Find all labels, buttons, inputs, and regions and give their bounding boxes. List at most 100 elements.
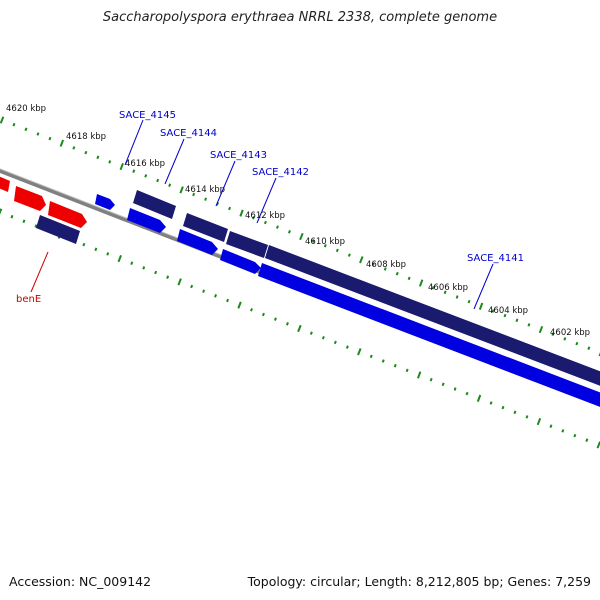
minor-tick xyxy=(491,309,495,313)
scale-label-4614: 4614 kbp xyxy=(185,185,225,195)
minor-tick xyxy=(585,438,589,442)
gene-label-sace-4144[interactable]: SACE_4144 xyxy=(160,128,217,139)
minor-tick xyxy=(214,294,218,298)
gene-label-sace-4141[interactable]: SACE_4141 xyxy=(467,253,524,264)
minor-tick xyxy=(106,252,110,256)
forward-gene-b[interactable] xyxy=(177,229,218,255)
accession-text: Accession: NC_009142 xyxy=(9,574,152,589)
minor-tick xyxy=(333,340,337,345)
minor-tick xyxy=(252,216,255,220)
minor-tick xyxy=(381,359,385,363)
map-title: Saccharopolyspora erythraea NRRL 2338, c… xyxy=(102,10,498,25)
red-gene-1[interactable] xyxy=(0,175,10,192)
minor-tick xyxy=(204,197,208,201)
minor-tick xyxy=(285,322,289,326)
gene-label-sace-4143[interactable]: SACE_4143 xyxy=(210,150,267,161)
gene-block-bene[interactable] xyxy=(36,215,80,244)
minor-tick xyxy=(527,323,531,327)
minor-tick xyxy=(72,146,76,150)
major-tick xyxy=(239,209,244,217)
major-tick xyxy=(536,417,542,426)
gene-block-sace-4142[interactable] xyxy=(226,231,268,258)
scale-label-4606: 4606 kbp xyxy=(428,283,468,293)
gene-label-sace-4142[interactable]: SACE_4142 xyxy=(252,167,309,178)
scale-label-4602: 4602 kbp xyxy=(550,328,590,338)
scale-label-4616: 4616 kbp xyxy=(125,159,165,169)
minor-tick xyxy=(144,174,148,178)
major-tick xyxy=(357,348,362,356)
minor-tick xyxy=(168,183,172,187)
major-tick xyxy=(476,394,482,402)
minor-tick xyxy=(393,363,397,368)
minor-tick xyxy=(515,318,519,323)
minor-tick xyxy=(587,346,591,350)
label-leaders xyxy=(30,119,494,310)
gene-block-sace-4143[interactable] xyxy=(183,213,228,242)
major-tick xyxy=(0,208,3,215)
minor-tick xyxy=(10,214,14,219)
gene-label-sace-4145[interactable]: SACE_4145 xyxy=(119,110,176,121)
major-tick xyxy=(237,301,242,309)
outer-tick-row xyxy=(0,116,600,357)
leader-sace-4143 xyxy=(215,160,236,207)
major-tick xyxy=(119,162,124,171)
minor-tick xyxy=(405,368,409,373)
leader-sace-4142 xyxy=(256,177,277,224)
minor-tick xyxy=(24,127,28,132)
leader-sace-4145 xyxy=(124,119,144,166)
minor-tick xyxy=(108,160,112,164)
minor-tick xyxy=(345,345,349,349)
minor-tick xyxy=(273,317,277,321)
minor-tick xyxy=(48,136,52,141)
minor-tick xyxy=(441,382,445,387)
minor-tick xyxy=(96,155,100,160)
major-tick xyxy=(538,325,544,334)
minor-tick xyxy=(395,271,399,276)
major-tick xyxy=(359,256,364,264)
minor-tick xyxy=(513,410,517,415)
scale-label-4604: 4604 kbp xyxy=(488,306,528,316)
inner-tick-row xyxy=(0,208,600,449)
minor-tick xyxy=(156,178,160,183)
minor-tick xyxy=(216,202,220,206)
minor-tick xyxy=(263,220,267,225)
minor-tick xyxy=(323,244,327,248)
forward-gene-small[interactable] xyxy=(95,194,115,210)
forward-gene-c[interactable] xyxy=(220,249,261,274)
minor-tick xyxy=(22,219,26,224)
minor-tick xyxy=(94,247,98,252)
minor-tick xyxy=(321,336,325,340)
major-tick xyxy=(297,324,302,333)
minor-tick xyxy=(275,225,279,229)
minor-tick xyxy=(369,354,373,359)
minor-tick xyxy=(36,132,40,136)
red-gene-3[interactable] xyxy=(48,201,87,228)
minor-tick xyxy=(465,391,469,396)
reverse-genes-upper xyxy=(36,190,600,388)
gene-labels: SACE_4145 SACE_4144 SACE_4143 SACE_4142 … xyxy=(16,110,524,305)
minor-tick xyxy=(563,337,567,341)
scale-label-4618: 4618 kbp xyxy=(66,132,106,142)
gene-block-sace-4141[interactable] xyxy=(265,245,600,388)
minor-tick xyxy=(467,299,471,304)
minor-tick xyxy=(335,248,339,253)
minor-tick xyxy=(82,242,86,247)
major-tick xyxy=(59,139,65,147)
red-gene-group xyxy=(0,175,87,228)
forward-gene-d[interactable] xyxy=(258,263,600,410)
minor-tick xyxy=(443,290,447,295)
minor-tick xyxy=(431,285,435,290)
major-tick xyxy=(179,186,184,194)
minor-tick xyxy=(311,239,315,243)
gene-label-bene[interactable]: benE xyxy=(16,294,41,305)
forward-gene-a[interactable] xyxy=(127,208,166,233)
major-tick xyxy=(478,302,484,310)
minor-tick xyxy=(455,295,459,299)
scale-label-4620: 4620 kbp xyxy=(6,104,46,114)
red-gene-2[interactable] xyxy=(14,186,46,211)
minor-tick xyxy=(549,424,553,428)
major-tick xyxy=(299,232,304,241)
gene-block-sace-4144[interactable] xyxy=(133,190,176,219)
minor-tick xyxy=(261,312,265,317)
